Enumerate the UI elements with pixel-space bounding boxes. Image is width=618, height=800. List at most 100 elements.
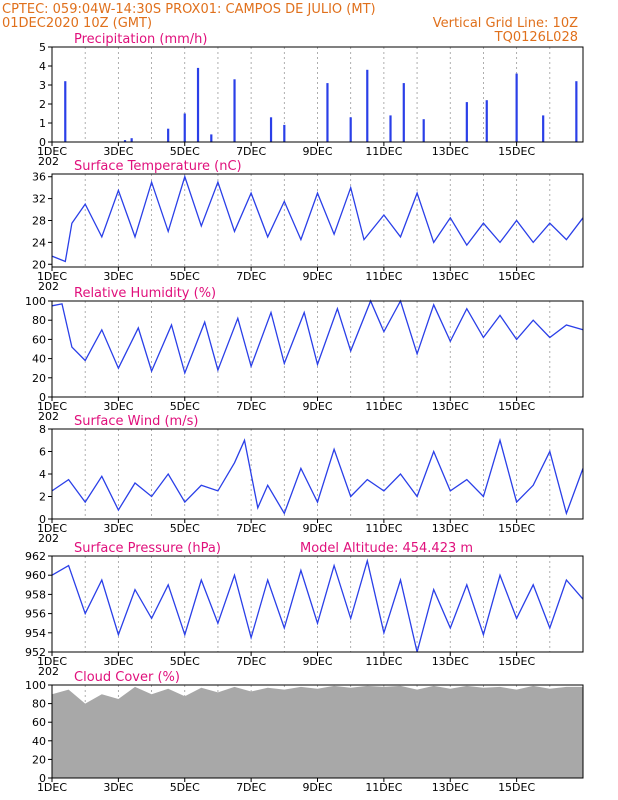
panel-6: 0 20 40 60 80 100 1DEC 3DEC 5DEC 7DEC 9DEC 11DEC 13D… (25, 670, 584, 794)
precip-bar (575, 81, 578, 142)
x-tick-label: 3DEC (103, 781, 133, 794)
x-tick-label: 7DEC (236, 400, 266, 413)
y-tick-label: 962 (25, 550, 46, 563)
y-tick-label: 36 (32, 171, 46, 184)
y-tick-label: 0 (39, 136, 46, 149)
x-tick-label: 1DEC (37, 655, 67, 668)
x-tick-label: 1DEC (37, 270, 67, 283)
year-stub: 202 (38, 280, 59, 293)
precip-bar (349, 117, 352, 142)
precip-bar (210, 134, 213, 142)
x-tick-label: 1DEC (37, 781, 67, 794)
x-tick-label: 3DEC (103, 655, 133, 668)
precip-bar (485, 100, 488, 142)
x-tick-label: 5DEC (170, 145, 200, 158)
year-stub: 202 (38, 532, 59, 545)
y-tick-label: 100 (25, 295, 46, 308)
x-tick-label: 15DEC (498, 400, 535, 413)
precip-bar (422, 119, 425, 142)
x-tick-label: 11DEC (365, 522, 402, 535)
y-tick-label: 80 (32, 314, 46, 327)
header-grid-note: Vertical Grid Line: 10Z (433, 16, 578, 31)
panel-4: 0 2 4 6 8 1DEC 3DEC 5DEC 7DEC 9DEC 11DEC 13DEC 15DEC… (37, 414, 584, 545)
precip-bar (130, 138, 133, 142)
y-tick-label: 40 (32, 735, 46, 748)
x-tick-label: 9DEC (302, 781, 332, 794)
y-tick-label: 5 (39, 41, 46, 54)
y-tick-label: 958 (25, 588, 46, 601)
year-stub: 202 (38, 155, 59, 168)
y-tick-label: 60 (32, 333, 46, 346)
panel-title: Surface Pressure (hPa) (74, 541, 221, 556)
y-tick-label: 2 (39, 98, 46, 111)
x-tick-label: 5DEC (170, 655, 200, 668)
y-tick-label: 40 (32, 353, 46, 366)
x-tick-label: 13DEC (432, 522, 469, 535)
x-tick-label: 9DEC (302, 145, 332, 158)
panel-title: Surface Wind (m/s) (74, 414, 198, 429)
y-tick-label: 60 (32, 716, 46, 729)
x-tick-label: 15DEC (498, 655, 535, 668)
precip-bar (283, 124, 286, 142)
precip-bar (167, 128, 170, 142)
x-tick-label: 15DEC (498, 522, 535, 535)
x-tick-label: 13DEC (432, 781, 469, 794)
x-tick-label: 13DEC (432, 145, 469, 158)
series-line (51, 174, 584, 263)
x-tick-label: 3DEC (103, 270, 133, 283)
x-tick-label: 13DEC (432, 655, 469, 668)
y-tick-label: 0 (39, 772, 46, 785)
x-tick-label: 7DEC (236, 145, 266, 158)
precip-bar (542, 115, 545, 142)
y-tick-label: 24 (32, 236, 46, 249)
x-tick-label: 15DEC (498, 270, 535, 283)
precip-bar (366, 69, 369, 142)
panel-1: 0 1 2 3 4 5 1DEC 3DEC 5DEC 7DEC 9DEC 11DEC 13DEC 15DE… (37, 32, 584, 168)
precip-bar (465, 102, 468, 142)
header-date: 01DEC2020 10Z (GMT) (2, 16, 152, 31)
x-tick-label: 11DEC (365, 145, 402, 158)
cloud-area (52, 685, 583, 778)
x-tick-label: 7DEC (236, 655, 266, 668)
x-tick-label: 11DEC (365, 400, 402, 413)
panel-2: 20 24 28 32 36 1DEC 3DEC 5DEC 7DEC 9DEC 11DEC 13DEC… (32, 159, 584, 293)
precip-bar (123, 140, 127, 142)
y-tick-label: 960 (25, 569, 46, 582)
series-line (51, 437, 584, 516)
series-line (51, 299, 584, 376)
x-tick-label: 3DEC (103, 522, 133, 535)
x-tick-label: 11DEC (365, 270, 402, 283)
y-tick-label: 3 (39, 79, 46, 92)
y-tick-label: 32 (32, 193, 46, 206)
precip-bar (402, 83, 405, 142)
header-model: TQ0126L028 (494, 30, 578, 45)
y-tick-label: 100 (25, 679, 46, 692)
x-tick-label: 3DEC (103, 145, 133, 158)
precip-bar (183, 113, 186, 142)
x-tick-label: 11DEC (365, 781, 402, 794)
y-tick-label: 2 (39, 491, 46, 504)
x-tick-label: 1DEC (37, 522, 67, 535)
x-tick-label: 15DEC (498, 145, 535, 158)
y-tick-label: 0 (39, 391, 46, 404)
x-tick-label: 13DEC (432, 270, 469, 283)
year-stub: 202 (38, 410, 59, 423)
y-tick-label: 0 (39, 513, 46, 526)
series-line (51, 558, 584, 653)
panel-annotation: Model Altitude: 454.423 m (300, 541, 473, 556)
y-tick-label: 956 (25, 608, 46, 621)
y-tick-label: 20 (32, 372, 46, 385)
panel-5: 952 954 956 958 960 962 1DEC 3DEC 5DEC 7DEC 9DEC 11… (25, 541, 584, 678)
precip-bar (515, 73, 518, 142)
x-tick-label: 5DEC (170, 400, 200, 413)
precip-bar (326, 83, 329, 142)
y-tick-label: 954 (25, 627, 46, 640)
y-tick-label: 20 (32, 753, 46, 766)
panel-3: 0 20 40 60 80 100 1DEC 3DEC 5DEC 7DEC 9DEC 11DEC 13D… (25, 286, 584, 423)
precip-bar (389, 115, 392, 142)
panel-title: Cloud Cover (%) (74, 670, 180, 685)
y-tick-label: 80 (32, 698, 46, 711)
y-tick-label: 1 (39, 117, 46, 130)
precip-bar (269, 117, 273, 142)
x-tick-label: 15DEC (498, 781, 535, 794)
